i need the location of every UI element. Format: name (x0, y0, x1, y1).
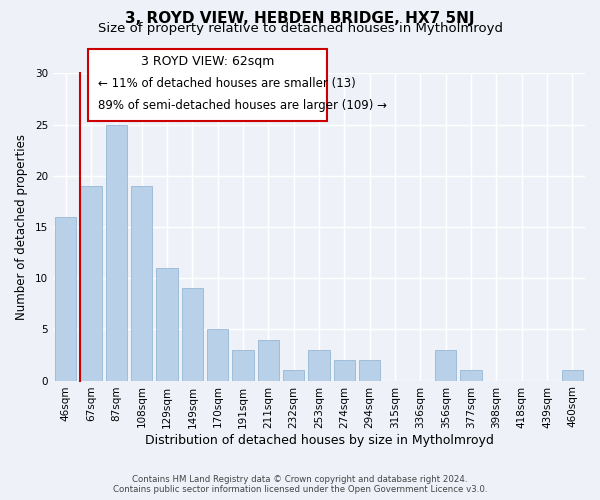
FancyBboxPatch shape (88, 48, 327, 121)
Bar (232, 350, 254, 380)
Text: 3, ROYD VIEW, HEBDEN BRIDGE, HX7 5NJ: 3, ROYD VIEW, HEBDEN BRIDGE, HX7 5NJ (125, 11, 475, 26)
Text: 3 ROYD VIEW: 62sqm: 3 ROYD VIEW: 62sqm (140, 55, 274, 68)
Bar (283, 370, 304, 380)
Bar (460, 370, 482, 380)
Text: ← 11% of detached houses are smaller (13): ← 11% of detached houses are smaller (13… (98, 77, 356, 90)
X-axis label: Distribution of detached houses by size in Mytholmroyd: Distribution of detached houses by size … (145, 434, 493, 448)
Bar (182, 288, 203, 380)
Bar (131, 186, 152, 380)
Bar (257, 340, 279, 380)
Text: Size of property relative to detached houses in Mytholmroyd: Size of property relative to detached ho… (97, 22, 503, 35)
Bar (334, 360, 355, 380)
Bar (156, 268, 178, 380)
Bar (80, 186, 102, 380)
Bar (308, 350, 330, 380)
Y-axis label: Number of detached properties: Number of detached properties (15, 134, 28, 320)
Bar (359, 360, 380, 380)
Text: 89% of semi-detached houses are larger (109) →: 89% of semi-detached houses are larger (… (98, 98, 387, 112)
Bar (55, 216, 76, 380)
Bar (435, 350, 457, 380)
Text: Contains HM Land Registry data © Crown copyright and database right 2024.
Contai: Contains HM Land Registry data © Crown c… (113, 474, 487, 494)
Bar (562, 370, 583, 380)
Bar (207, 330, 229, 380)
Bar (106, 124, 127, 380)
